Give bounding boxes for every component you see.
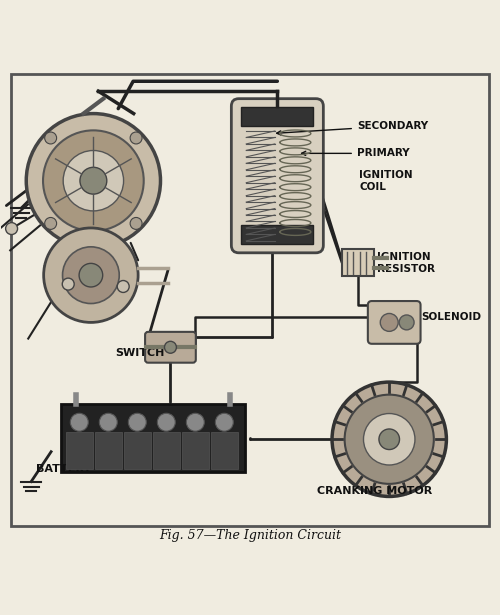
Text: Fig. 57—The Ignition Circuit: Fig. 57—The Ignition Circuit [159, 529, 341, 542]
Bar [61, 405, 245, 472]
Circle shape [44, 132, 56, 144]
Circle shape [380, 314, 398, 331]
Circle shape [364, 413, 415, 465]
Circle shape [80, 167, 107, 194]
Circle shape [158, 413, 176, 431]
Bar [95, 432, 122, 469]
Bar [342, 249, 374, 276]
Circle shape [26, 114, 160, 248]
Circle shape [130, 218, 142, 229]
FancyBboxPatch shape [368, 301, 420, 344]
Circle shape [62, 278, 74, 290]
Circle shape [44, 218, 56, 229]
Circle shape [100, 413, 117, 431]
Text: SWITCH: SWITCH [116, 348, 165, 359]
Circle shape [186, 413, 204, 431]
Bar [242, 107, 314, 126]
Bar [211, 432, 238, 469]
Circle shape [130, 132, 142, 144]
Bar [153, 432, 180, 469]
FancyBboxPatch shape [145, 332, 196, 363]
Text: CRANKING MOTOR: CRANKING MOTOR [317, 486, 432, 496]
Text: PRIMARY: PRIMARY [302, 148, 410, 158]
Text: BATTERY: BATTERY [36, 464, 92, 474]
Circle shape [43, 130, 144, 231]
Circle shape [332, 382, 446, 496]
Bar [242, 226, 314, 244]
Circle shape [117, 280, 129, 293]
Bar [124, 432, 150, 469]
Circle shape [6, 223, 18, 234]
Text: IGNITION
COIL: IGNITION COIL [360, 170, 413, 191]
Text: IGNITION
RESISTOR: IGNITION RESISTOR [377, 252, 435, 274]
Bar [66, 432, 92, 469]
Circle shape [70, 413, 88, 431]
Circle shape [164, 341, 176, 353]
Bar [182, 432, 208, 469]
Text: SECONDARY: SECONDARY [276, 121, 428, 135]
Text: SOLENOID: SOLENOID [422, 312, 482, 322]
FancyBboxPatch shape [232, 98, 324, 253]
Circle shape [399, 315, 414, 330]
Circle shape [79, 263, 102, 287]
Circle shape [216, 413, 234, 431]
Circle shape [63, 151, 124, 211]
Circle shape [379, 429, 400, 450]
Circle shape [128, 413, 146, 431]
Circle shape [344, 395, 434, 484]
Circle shape [62, 247, 119, 304]
Circle shape [44, 228, 138, 322]
